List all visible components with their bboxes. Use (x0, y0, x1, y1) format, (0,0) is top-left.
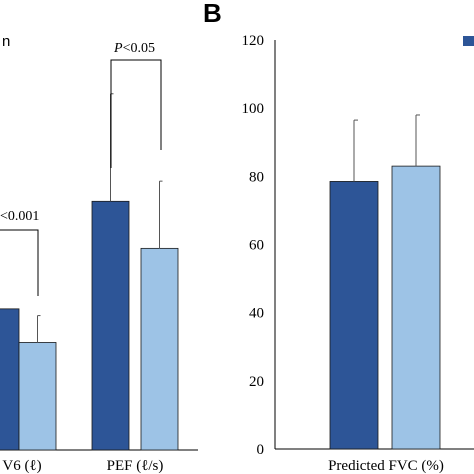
panel-b-y-tick-label-60: 60 (249, 238, 264, 254)
sig-label-fev6: <0.001 (0, 209, 39, 224)
panel-b-bar-series-1 (391, 165, 441, 450)
panel-a-bar-1-series-0 (91, 200, 130, 451)
panel-b-y-tick-label-100: 100 (242, 101, 265, 117)
panel-b-y-tick-label-40: 40 (249, 306, 264, 322)
panel-a-category-label-pef: PEF (ℓ/s) (107, 458, 164, 474)
panel-b-y-tick-label-80: 80 (249, 169, 264, 185)
panel-b-bar-series-0 (329, 181, 379, 450)
panel-a-significance: <0.001 P<0.05 (0, 41, 162, 296)
panel-b-legend-swatch (463, 36, 474, 46)
panel-b-letter: B (203, 0, 222, 28)
sig-bracket-pef (110, 59, 162, 168)
panel-a-bar-0-series-1 (18, 342, 57, 451)
panel-b-y-tick-label-20: 20 (249, 374, 264, 390)
sig-label-pef-value: <0.05 (123, 41, 155, 56)
panel-b-bars (329, 114, 441, 450)
panel-a-bar-1-series-1 (140, 247, 179, 451)
panel-a-category-label-fev6: V6 (ℓ) (2, 458, 41, 474)
sig-bracket-fev6 (0, 229, 39, 296)
sig-label-pef-p: P (113, 41, 123, 56)
panel-b-x-label: Predicted FVC (%) (328, 458, 444, 474)
panel-b-y-tick-label-0: 0 (257, 442, 265, 458)
panel-b-y-tick-label-120: 120 (242, 33, 265, 49)
panel-a-bar-0-series-0 (0, 308, 20, 451)
panel-a: n <0.001 P<0.05 V6 (ℓ) PEF (ℓ/s) (0, 33, 198, 474)
panel-a-legend-fragment: n (2, 33, 10, 50)
panel-b-y-ticks: 0 20 40 60 80 100 120 (242, 33, 265, 458)
sig-label-pef: P<0.05 (113, 41, 155, 56)
panel-a-bars (0, 93, 179, 451)
panel-b: B 0 20 40 60 80 100 120 Predicted FVC (%) (203, 0, 474, 474)
